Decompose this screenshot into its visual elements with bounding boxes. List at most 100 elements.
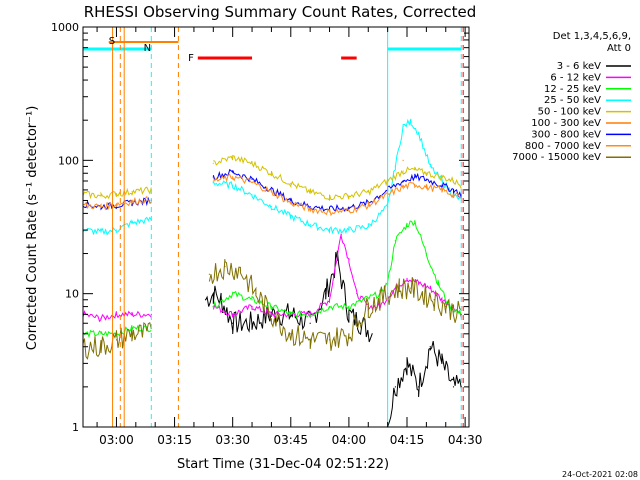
series-point (232, 293, 234, 295)
x-tick-label: 03:15 (157, 433, 192, 447)
series-point (363, 299, 365, 301)
series-point (100, 205, 102, 208)
series-line (82, 259, 462, 360)
series-point (290, 313, 292, 315)
legend-label: 300 - 800 keV (531, 129, 601, 140)
series-point (309, 322, 311, 324)
series-point (290, 182, 292, 185)
x-tick-label: 04:00 (332, 433, 367, 447)
series-point (309, 208, 311, 210)
series-point (441, 176, 443, 178)
series-point (394, 386, 396, 388)
y-tick-label: 1 (72, 421, 79, 434)
y-tick-label: 100 (58, 154, 79, 167)
series-point (270, 172, 273, 174)
series-point (402, 186, 404, 188)
series-point (290, 202, 292, 204)
series-point (394, 240, 396, 242)
series-point (251, 305, 253, 308)
series-point (340, 233, 342, 235)
series-point (414, 183, 416, 185)
series-point (290, 215, 292, 217)
series-point (212, 182, 214, 184)
series-point (425, 178, 427, 180)
legend-label: 50 - 100 keV (538, 107, 602, 118)
y-tick-label: 10 (65, 288, 79, 301)
series-point (433, 299, 435, 301)
y-ticks-group: 1 10 100 1000 (51, 21, 469, 434)
detector-info-line: Att 0 (607, 43, 631, 54)
series-point (115, 339, 118, 341)
x-tick-label: 04:15 (390, 433, 425, 447)
series-point (251, 162, 253, 164)
series-point (348, 207, 350, 209)
series-point (224, 265, 226, 268)
series-9 (82, 259, 462, 360)
series-point (131, 222, 133, 224)
series-point (394, 165, 396, 168)
series-4 (82, 118, 462, 236)
series-point (309, 313, 311, 315)
series-point (131, 191, 133, 193)
series-point (367, 191, 369, 193)
series-point (406, 362, 408, 364)
series-point (270, 191, 273, 193)
series-point (115, 229, 118, 231)
series-point (418, 386, 420, 388)
series-point (379, 299, 381, 301)
series-point (348, 305, 350, 308)
series-point (251, 182, 253, 184)
series-point (328, 305, 331, 308)
series-point (328, 196, 331, 198)
series-point (212, 305, 214, 308)
series-point (115, 193, 118, 195)
y-axis-label-group: Corrected Count Rate (s⁻¹ detector⁻¹) (25, 106, 40, 351)
series-point (328, 339, 331, 341)
series-point (460, 194, 462, 196)
series-point (429, 287, 431, 289)
series-point (100, 333, 102, 335)
series-point (371, 333, 373, 335)
series-point (367, 204, 369, 206)
series-point (232, 184, 234, 186)
legend-label: 6 - 12 keV (550, 72, 601, 83)
series-point (208, 273, 211, 275)
y-axis-label: Corrected Count Rate (s⁻¹ detector⁻¹) (25, 106, 40, 351)
series-point (418, 282, 420, 284)
series-point (418, 132, 420, 134)
series-point (115, 313, 118, 315)
plot-frame (82, 26, 470, 428)
chart-title: RHESSI Observing Summary Count Rates, Co… (84, 3, 477, 21)
series-point (441, 299, 443, 301)
series-point (441, 189, 443, 191)
series-point (255, 293, 257, 295)
series-point (445, 305, 447, 308)
legend-label: 12 - 25 keV (544, 84, 601, 95)
series-point (402, 170, 404, 172)
series-point (328, 299, 331, 301)
x-tick-label: 03:00 (99, 433, 134, 447)
series-point (309, 339, 311, 341)
series-point (131, 333, 133, 335)
series-point (402, 159, 404, 161)
series-point (429, 165, 431, 168)
series-point (239, 269, 242, 271)
series-point (452, 194, 455, 196)
series-point (270, 305, 273, 308)
series-point (406, 223, 408, 226)
y-tick-label: 1000 (51, 21, 79, 34)
series-point (100, 195, 102, 197)
series-point (425, 252, 427, 255)
series-point (232, 322, 234, 324)
series-point (309, 205, 311, 208)
series-point (441, 362, 443, 364)
series-point (425, 172, 427, 174)
series-point (348, 259, 350, 261)
series-point (131, 327, 133, 329)
series-point (356, 293, 358, 295)
series-line (82, 220, 462, 339)
series-point (232, 171, 234, 173)
series-point (410, 287, 412, 289)
x-tick-label: 03:30 (215, 433, 250, 447)
